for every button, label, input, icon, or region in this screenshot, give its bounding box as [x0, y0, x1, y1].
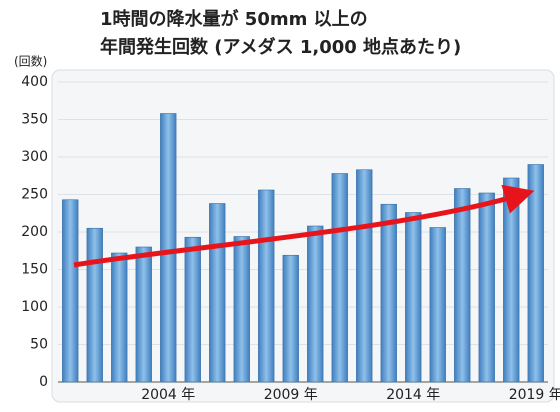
bar [185, 237, 201, 382]
y-tick-label: 250 [21, 187, 48, 203]
bar [356, 170, 372, 382]
y-tick-label: 100 [21, 299, 48, 315]
bar [136, 247, 152, 382]
bar [87, 228, 103, 382]
x-tick-label: 2009 年 [264, 387, 318, 403]
x-tick-label: 2004 年 [141, 387, 195, 403]
y-tick-label: 200 [21, 224, 48, 240]
bar [454, 189, 470, 383]
y-axis-label: (回数) [14, 54, 47, 69]
bar [405, 213, 421, 383]
y-tick-label: 400 [21, 74, 48, 90]
bar [430, 228, 446, 383]
x-tick-label: 2014 年 [386, 387, 440, 403]
chart: 1時間の降水量が 50mm 以上の 年間発生回数 (アメダス 1,000 地点あ… [0, 0, 560, 412]
bar [528, 165, 544, 383]
bar [209, 204, 225, 383]
chart-title: 1時間の降水量が 50mm 以上の [100, 8, 368, 30]
bar [234, 237, 250, 383]
y-tick-label: 50 [30, 337, 48, 353]
bar [307, 226, 323, 382]
y-tick-label: 300 [21, 149, 48, 165]
bar [503, 178, 519, 382]
bar [62, 200, 78, 382]
bar [381, 204, 397, 382]
y-tick-label: 0 [39, 374, 48, 390]
y-tick-label: 150 [21, 262, 48, 278]
chart-title: 年間発生回数 (アメダス 1,000 地点あたり) [100, 36, 461, 58]
y-tick-label: 350 [21, 112, 48, 128]
bar [160, 114, 176, 383]
bar [258, 190, 274, 382]
bar [111, 253, 127, 382]
bar [332, 174, 348, 383]
bar [283, 255, 299, 382]
x-tick-label: 2019 年 [509, 387, 560, 403]
bar [479, 193, 495, 382]
